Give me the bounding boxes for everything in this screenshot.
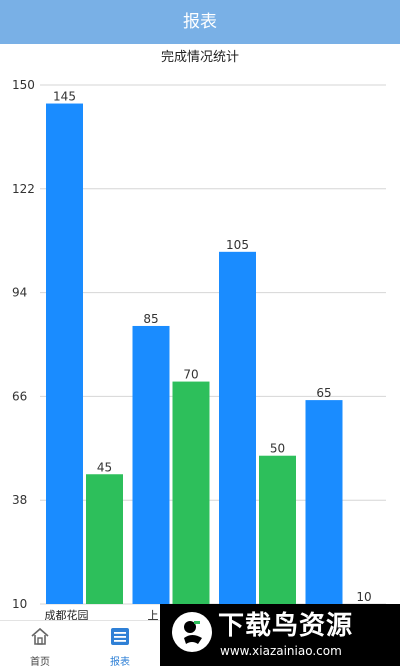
bar <box>132 325 170 604</box>
bar <box>259 455 296 604</box>
data-label: 145 <box>53 90 76 104</box>
x-tick-label: 成都花园 <box>45 609 89 622</box>
watermark-text: 下载鸟资源 <box>218 611 354 641</box>
tab-home[interactable]: 首页 <box>10 625 70 668</box>
page-title: 报表 <box>183 12 217 32</box>
y-tick-label: 150 <box>12 78 35 92</box>
app-header: 报表 <box>0 0 400 44</box>
watermark-url: www.xiazainiao.com <box>220 644 342 658</box>
chart-title: 完成情况统计 <box>160 50 239 65</box>
watermark-banner: 下载鸟资源 www.xiazainiao.com <box>160 604 400 666</box>
watermark-logo-icon <box>172 612 212 652</box>
data-label: 45 <box>97 460 112 474</box>
y-tick-label: 122 <box>12 182 35 196</box>
data-label: 105 <box>226 238 249 252</box>
data-label: 65 <box>316 386 331 400</box>
data-label: 50 <box>270 442 285 456</box>
tab-home-label: 首页 <box>30 657 50 668</box>
data-label: 85 <box>143 312 158 326</box>
y-tick-label: 94 <box>12 286 27 300</box>
tab-report-label: 报表 <box>110 657 130 668</box>
bar <box>86 474 123 604</box>
y-tick-label: 10 <box>12 597 27 611</box>
bar <box>46 103 83 605</box>
bar <box>305 400 343 604</box>
bar <box>172 381 210 604</box>
x-tick-label: 上 <box>148 609 159 622</box>
bar <box>219 251 256 605</box>
home-icon <box>31 627 49 645</box>
y-tick-label: 66 <box>12 389 27 403</box>
data-label: 70 <box>183 368 198 382</box>
report-icon <box>111 628 129 645</box>
tab-report[interactable]: 报表 <box>90 625 150 668</box>
y-tick-label: 38 <box>12 493 27 507</box>
data-label: 10 <box>356 590 371 604</box>
